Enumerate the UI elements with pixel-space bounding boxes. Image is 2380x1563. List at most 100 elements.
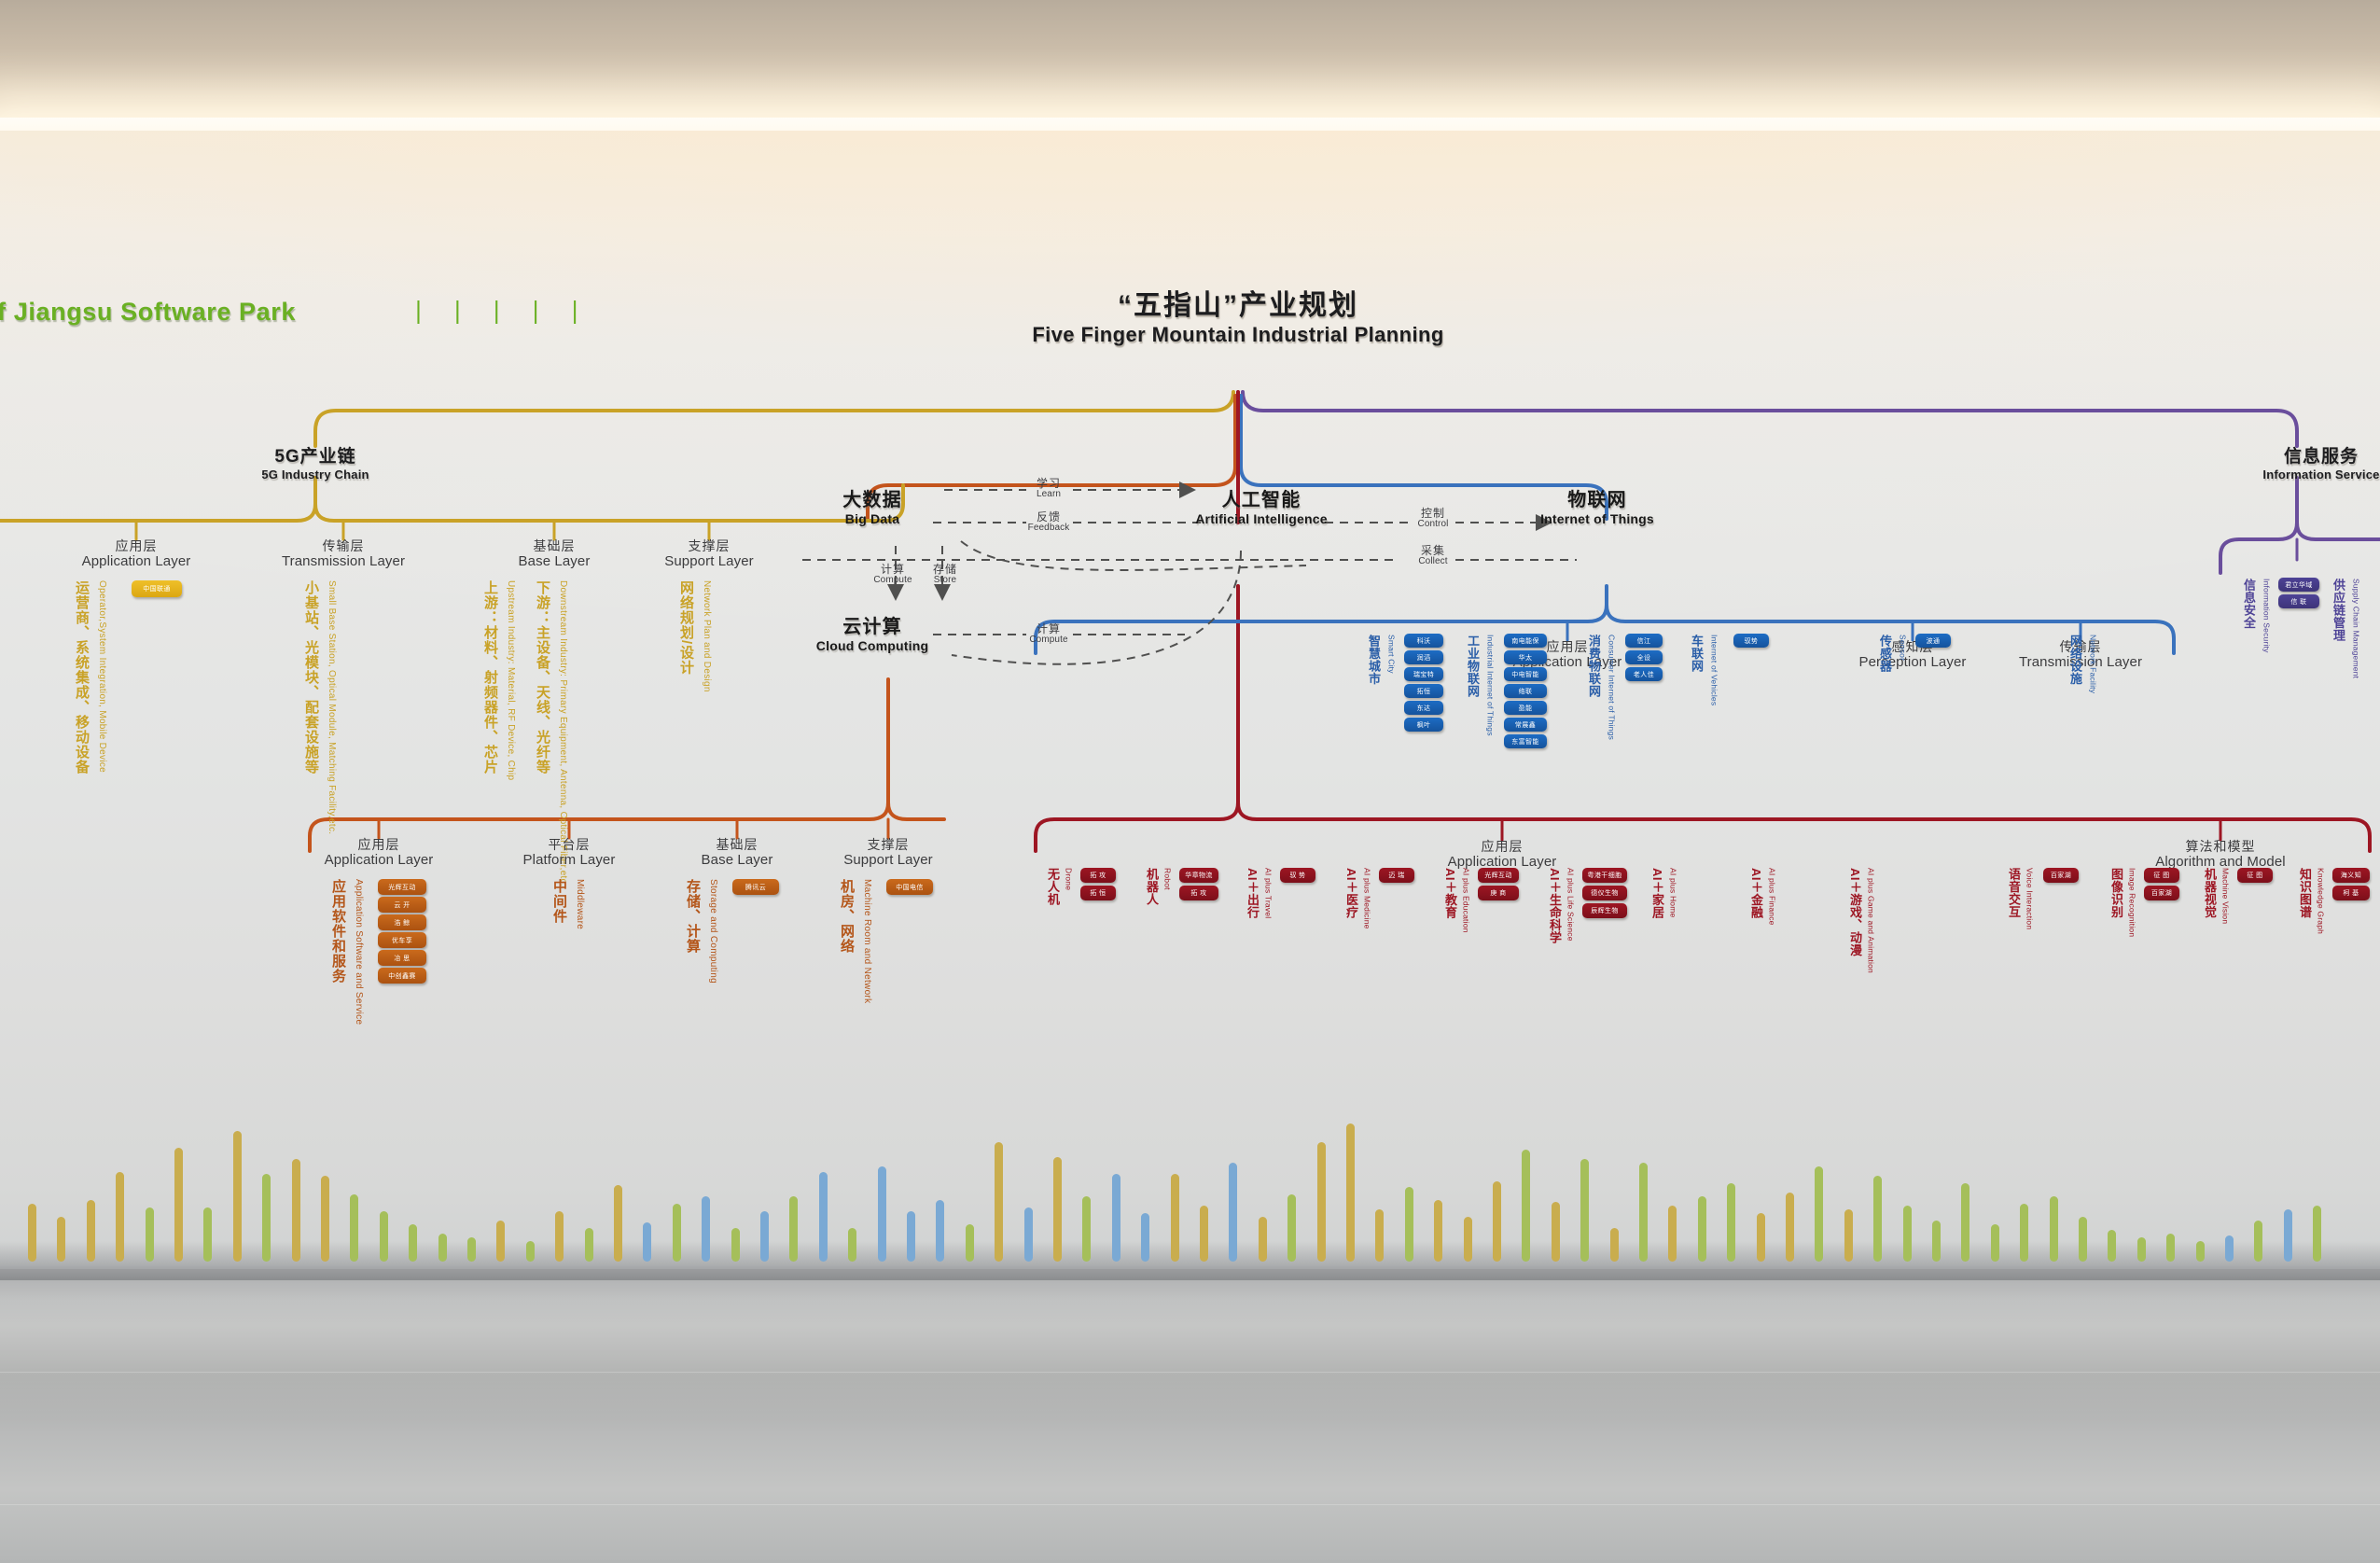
pillar-5g: 5G产业链 5G Industry Chain <box>261 448 369 481</box>
chip-label: 优车享 <box>391 937 413 944</box>
chip-guanghui-hudong-2[interactable]: 光辉互动 <box>1478 868 1519 883</box>
chip-zhengtu-2[interactable]: 征 图 <box>2237 868 2273 883</box>
chip-label: 征 图 <box>2153 872 2170 879</box>
chip-label: 中创鑫赛 <box>388 972 416 980</box>
chart-bar <box>379 1211 388 1262</box>
layer-cloud-application: 应用层 Application Layer <box>325 838 434 867</box>
chip-tuoheng-2[interactable]: 拓 恒 <box>1080 886 1116 900</box>
group-cloud-middleware-en: Middleware <box>575 879 585 930</box>
chip-haiyizhi[interactable]: 海义知 <box>2332 868 2370 883</box>
chip-label: 辰辉生物 <box>1591 908 1619 914</box>
chip-yunkai[interactable]: 云 开 <box>378 897 426 913</box>
chip-yishi[interactable]: 驭势 <box>1733 634 1769 648</box>
chart-bar <box>2079 1217 2087 1262</box>
chip-guanghui-hudong[interactable]: 光辉互动 <box>378 879 426 895</box>
group-ai-drone-cn: 无人机 <box>1046 868 1060 906</box>
chip-baijiahu-1[interactable]: 百家湖 <box>2043 868 2079 883</box>
chip-nandian-nengbao[interactable]: 南电能保 <box>1504 634 1547 648</box>
chip-china-unicom[interactable]: 中国联通 <box>132 580 182 597</box>
chip-tuoheng[interactable]: 拓恒 <box>1404 684 1443 698</box>
chip-ruibaote[interactable]: 瑞宝特 <box>1404 667 1443 681</box>
chip-yuegang-ganxibao[interactable]: 粤港干细胞 <box>1582 868 1627 883</box>
chip-xinjiang[interactable]: 信江 <box>1625 634 1663 648</box>
node-iot: 物联网 Internet of Things <box>1540 491 1654 526</box>
chart-bar <box>877 1166 886 1262</box>
chip-changzhanxin[interactable]: 常展鑫 <box>1504 718 1547 732</box>
chip-luolian[interactable]: 络联 <box>1504 684 1547 698</box>
group-cloud-room-en: Machine Room and Network <box>862 879 872 1004</box>
chip-quanshe[interactable]: 全设 <box>1625 650 1663 664</box>
chart-bar <box>672 1204 681 1262</box>
layer-cloud-application-en: Application Layer <box>324 851 434 868</box>
chip-label: 柯 基 <box>2343 890 2359 897</box>
chart-bar <box>1580 1159 1590 1262</box>
chip-tuogong-1[interactable]: 拓 攻 <box>1080 868 1116 883</box>
chip-xinlian[interactable]: 信 联 <box>2278 594 2319 608</box>
flow-learn-en: Learn <box>1036 488 1062 499</box>
layer-iot-transmission-cn: 传输层 <box>2059 639 2102 654</box>
chip-fengye[interactable]: 枫叶 <box>1404 718 1443 732</box>
chip-deyi-shengwu[interactable]: 德仪生物 <box>1582 886 1627 900</box>
chart-bar <box>2136 1237 2146 1262</box>
chart-bar <box>1844 1209 1853 1262</box>
group-iot-network-cn: 网络设施 <box>2068 635 2082 685</box>
chip-laorenjia[interactable]: 老人佳 <box>1625 667 1663 681</box>
chip-label: 盈能 <box>1518 705 1533 712</box>
chip-china-telecom[interactable]: 中国电信 <box>886 879 933 895</box>
chip-kewo[interactable]: 科沃 <box>1404 634 1443 648</box>
chip-keji[interactable]: 柯 基 <box>2332 886 2370 900</box>
chart-bar <box>496 1221 506 1262</box>
chart-bar <box>1756 1213 1765 1262</box>
chart-bar <box>1727 1183 1736 1262</box>
chart-bar <box>1346 1123 1355 1262</box>
chart-bar <box>995 1142 1004 1262</box>
group-ai-medicine-en: AI plus Medicine <box>1362 868 1372 929</box>
group-5g-network-plan-en: Network Plan and Design <box>702 580 712 692</box>
chip-youcheXiang[interactable]: 优车享 <box>378 932 426 948</box>
chip-mairui[interactable]: 迈 瑞 <box>1379 868 1414 883</box>
chip-haojing[interactable]: 浩 鲸 <box>378 914 426 930</box>
chip-yingneng[interactable]: 盈能 <box>1504 701 1547 715</box>
group-ai-imagerec-cn: 图像识别 <box>2109 868 2123 918</box>
chip-junli-huayu[interactable]: 君立华域 <box>2278 578 2319 592</box>
chip-huatai[interactable]: 华太 <box>1504 650 1547 664</box>
chart-bar <box>28 1204 36 1262</box>
chip-zhongchuang-xinsai[interactable]: 中创鑫赛 <box>378 968 426 984</box>
chart-bar <box>350 1194 359 1262</box>
group-ai-imagerec-en: Image Recognition <box>2127 868 2137 938</box>
chart-bar <box>1932 1221 1941 1262</box>
chip-tuogong-2[interactable]: 拓 攻 <box>1179 886 1218 900</box>
layer-iot-transmission-en: Transmission Layer <box>2018 653 2143 670</box>
chart-bar <box>1668 1206 1677 1262</box>
chip-yishi-2[interactable]: 驭 势 <box>1280 868 1315 883</box>
chip-baijiahu-2[interactable]: 百家湖 <box>2144 886 2179 900</box>
chip-dongda[interactable]: 东达 <box>1404 701 1443 715</box>
layer-5g-support-cn: 支撑层 <box>688 538 731 553</box>
layer-ai-application: 应用层 Application Layer <box>1448 840 1557 869</box>
chip-dongfu-zhineng[interactable]: 东富智能 <box>1504 734 1547 748</box>
layer-iot-transmission: 传输层 Transmission Layer <box>2019 640 2142 669</box>
chart-bar <box>1375 1209 1385 1262</box>
group-ai-medicine-cn: AI＋医疗 <box>1344 868 1358 919</box>
ceiling <box>0 0 2380 119</box>
chip-yesi[interactable]: 冶 思 <box>378 950 426 966</box>
chip-huazhang-wuliu[interactable]: 华章物流 <box>1179 868 1218 883</box>
chart-bar <box>174 1148 183 1262</box>
chart-bar <box>848 1228 857 1262</box>
chip-runtao[interactable]: 润滔 <box>1404 650 1443 664</box>
chip-gengshang[interactable]: 庚 商 <box>1478 886 1519 900</box>
flow-collect-cn: 采集 <box>1420 544 1445 557</box>
chip-chenhui-shengwu[interactable]: 辰辉生物 <box>1582 903 1627 918</box>
group-cloud-appsw-cn: 应用软件和服务 <box>330 879 346 984</box>
chart-bar <box>555 1211 564 1262</box>
chip-label: 光辉互动 <box>1484 872 1512 879</box>
group-info-security-en: Information Security <box>2262 579 2272 653</box>
chip-tencent-cloud[interactable]: 腾讯云 <box>732 879 779 895</box>
group-ai-game-cn: AI＋游戏、动漫 <box>1848 868 1862 956</box>
chip-botong[interactable]: 波通 <box>1915 634 1951 648</box>
chart-bar <box>1023 1207 1033 1262</box>
chip-zhongdian-zhineng[interactable]: 中电智能 <box>1504 667 1547 681</box>
chip-label: 中国联通 <box>143 586 171 593</box>
chip-zhengtu-1[interactable]: 征 图 <box>2144 868 2179 883</box>
chip-label: 浩 鲸 <box>394 919 411 927</box>
